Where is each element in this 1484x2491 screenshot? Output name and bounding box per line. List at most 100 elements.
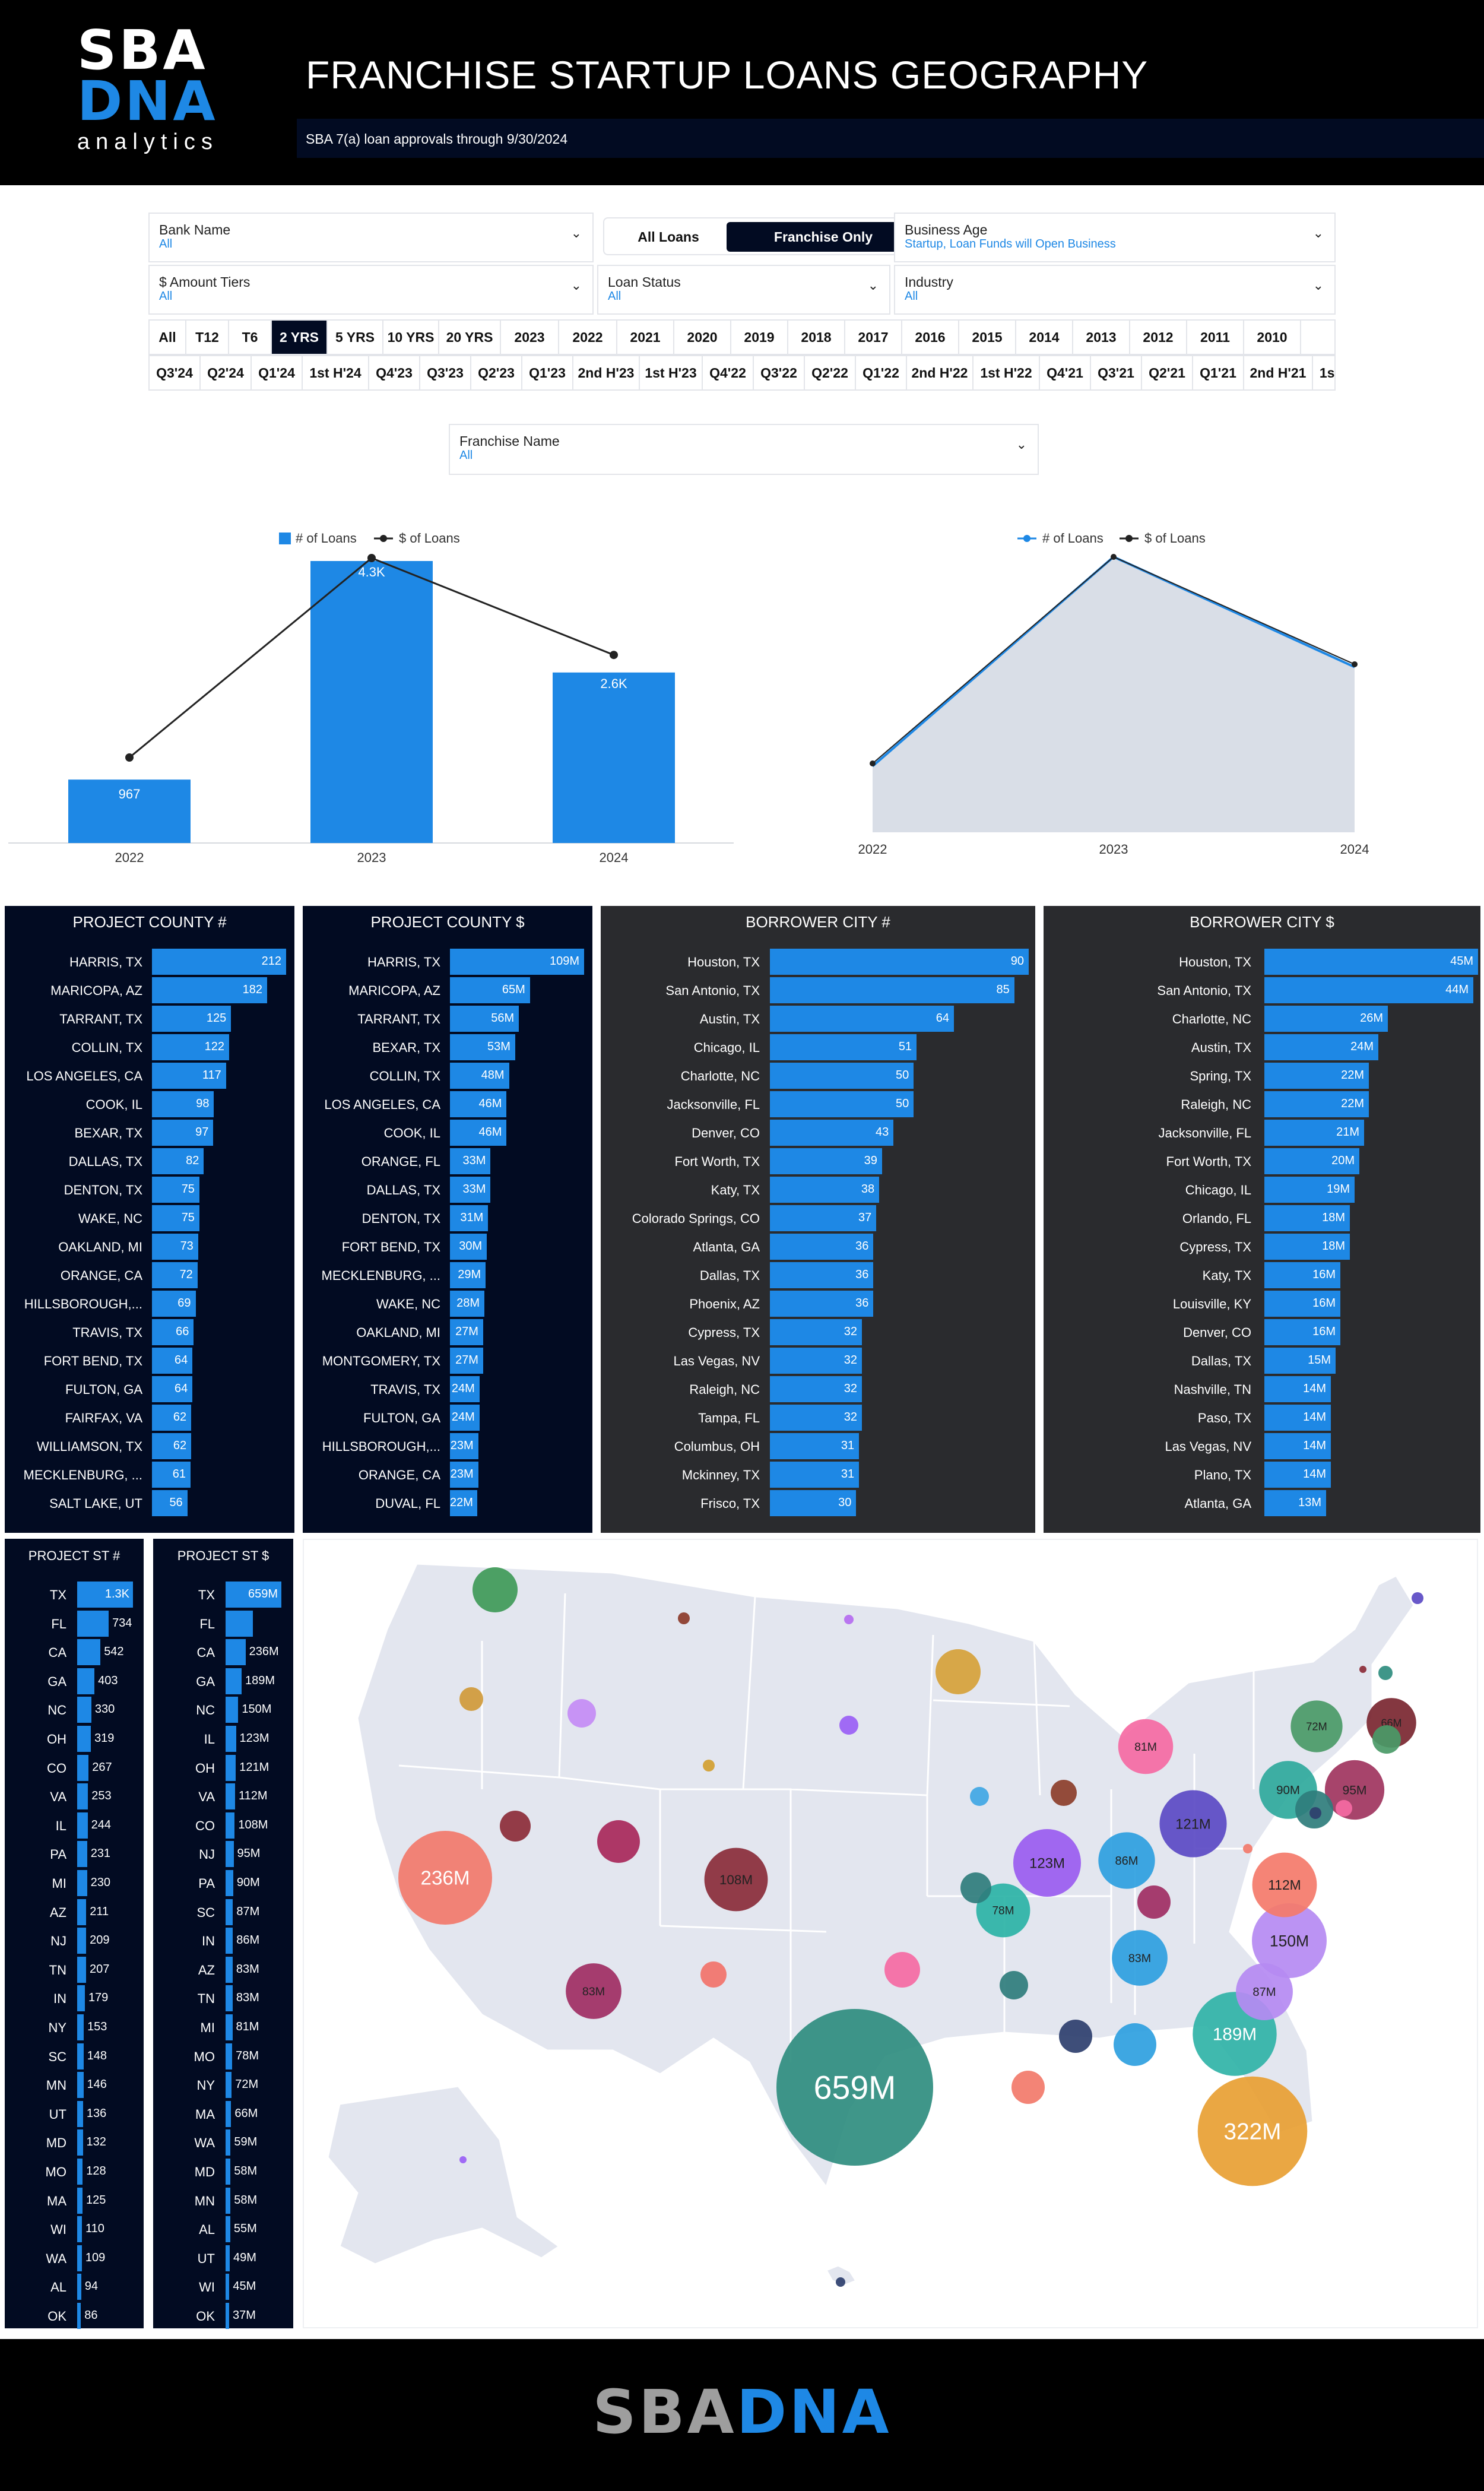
quarter-tab-q2-21[interactable]: Q2'21 xyxy=(1142,356,1193,389)
bubble-mi[interactable] xyxy=(1118,1719,1174,1774)
state-value-label: 231 xyxy=(90,1847,111,1861)
quarter-tab-1st-h-22[interactable]: 1st H'22 xyxy=(974,356,1040,389)
bubble-az[interactable] xyxy=(566,1963,621,2019)
bubble-tn[interactable] xyxy=(1112,1930,1168,1986)
quarter-tab-q2-23[interactable]: Q2'23 xyxy=(471,356,522,389)
all-loans-button[interactable]: All Loans xyxy=(638,229,699,245)
period-tab-10-yrs[interactable]: 10 YRS xyxy=(383,321,439,354)
period-tab-2020[interactable]: 2020 xyxy=(674,321,731,354)
quarter-tab-q4-23[interactable]: Q4'23 xyxy=(369,356,420,389)
bubble-tx[interactable] xyxy=(776,2009,933,2166)
quarter-tab-q3-23[interactable]: Q3'23 xyxy=(420,356,471,389)
bubble-mo[interactable] xyxy=(976,1883,1030,1938)
business-age-dropdown[interactable]: Business Age Startup, Loan Funds will Op… xyxy=(894,213,1336,262)
period-tab-t12[interactable]: T12 xyxy=(186,321,229,354)
quarter-tab-q4-22[interactable]: Q4'22 xyxy=(703,356,754,389)
quarter-tab-1st-h-24[interactable]: 1st H'24 xyxy=(303,356,369,389)
bubble-small[interactable] xyxy=(703,1760,715,1771)
quarter-tab-q1-24[interactable]: Q1'24 xyxy=(252,356,303,389)
bubble-small[interactable] xyxy=(1359,1666,1366,1673)
bubble-small[interactable] xyxy=(473,1567,518,1612)
bank-name-dropdown[interactable]: Bank Name All ⌄ xyxy=(148,213,594,262)
bubble-sc[interactable] xyxy=(1236,1963,1293,2020)
period-tab-2016[interactable]: 2016 xyxy=(902,321,959,354)
period-tab-2018[interactable]: 2018 xyxy=(788,321,845,354)
quarter-tab-q3-22[interactable]: Q3'22 xyxy=(754,356,805,389)
bubble-ca[interactable] xyxy=(398,1831,492,1925)
bubble-small[interactable] xyxy=(567,1699,596,1728)
bubble-small[interactable] xyxy=(1011,2071,1045,2104)
quarter-tab-2nd-h-23[interactable]: 2nd H'23 xyxy=(573,356,640,389)
quarter-tab-q3-21[interactable]: Q3'21 xyxy=(1091,356,1142,389)
period-tab-2022[interactable]: 2022 xyxy=(559,321,617,354)
franchise-name-dropdown[interactable]: Franchise Name All ⌄ xyxy=(449,424,1039,475)
bubble-small[interactable] xyxy=(700,1961,727,1988)
quarter-tab-q2-22[interactable]: Q2'22 xyxy=(805,356,856,389)
period-tab-2-yrs[interactable]: 2 YRS xyxy=(272,321,328,354)
period-tab-5-yrs[interactable]: 5 YRS xyxy=(328,321,383,354)
bubble-small[interactable] xyxy=(1243,1844,1252,1853)
quarter-tab-q1-21[interactable]: Q1'21 xyxy=(1193,356,1244,389)
bar-category-label: DENTON, TX xyxy=(362,1211,440,1226)
bar-mark xyxy=(770,1319,863,1345)
bubble-small[interactable] xyxy=(839,1716,858,1735)
quarter-tab-2nd-h-21[interactable]: 2nd H'21 xyxy=(1244,356,1313,389)
amount-tiers-dropdown[interactable]: $ Amount Tiers All ⌄ xyxy=(148,265,594,315)
bubble-small[interactable] xyxy=(1114,2023,1156,2066)
bubble-small[interactable] xyxy=(936,1649,981,1694)
bubble-small[interactable] xyxy=(884,1952,920,1988)
quarter-tab-q4-21[interactable]: Q4'21 xyxy=(1040,356,1091,389)
bubble-oh[interactable] xyxy=(1159,1790,1227,1858)
period-tab-2015[interactable]: 2015 xyxy=(959,321,1016,354)
bubble-small[interactable] xyxy=(459,2156,467,2163)
bubble-small[interactable] xyxy=(500,1811,531,1842)
quarter-tab-1st-h-23[interactable]: 1st H'23 xyxy=(640,356,703,389)
bubble-va[interactable] xyxy=(1252,1852,1317,1918)
bubble-il[interactable] xyxy=(1013,1828,1082,1897)
quarter-tab-1st-h[interactable]: 1st H xyxy=(1313,356,1334,389)
bubble-small[interactable] xyxy=(1378,1666,1393,1680)
period-tab-20-yrs[interactable]: 20 YRS xyxy=(439,321,501,354)
period-tab-2014[interactable]: 2014 xyxy=(1016,321,1073,354)
loan-status-dropdown[interactable]: Loan Status All ⌄ xyxy=(597,265,890,315)
bubble-nc[interactable] xyxy=(1252,1903,1327,1978)
bubble-small[interactable] xyxy=(1137,1885,1171,1919)
period-tab-2011[interactable]: 2011 xyxy=(1187,321,1244,354)
quarter-tab-q3-24[interactable]: Q3'24 xyxy=(150,356,201,389)
franchise-only-button[interactable]: Franchise Only xyxy=(727,222,920,252)
bubble-co[interactable] xyxy=(704,1847,768,1912)
quarter-tab-q1-22[interactable]: Q1'22 xyxy=(856,356,907,389)
bubble-small[interactable] xyxy=(1372,1725,1401,1754)
bubble-small[interactable] xyxy=(1000,1971,1028,1999)
bubble-small[interactable] xyxy=(1051,1780,1077,1806)
period-tab-2010[interactable]: 2010 xyxy=(1244,321,1301,354)
bubble-small[interactable] xyxy=(678,1612,690,1624)
bubble-ny[interactable] xyxy=(1290,1700,1343,1752)
industry-dropdown[interactable]: Industry All ⌄ xyxy=(894,265,1336,315)
period-tab-all[interactable]: All xyxy=(150,321,186,354)
period-tab-2012[interactable]: 2012 xyxy=(1130,321,1187,354)
period-tab-2019[interactable]: 2019 xyxy=(731,321,788,354)
period-tab-t6[interactable]: T6 xyxy=(229,321,272,354)
bubble-small[interactable] xyxy=(1412,1592,1423,1604)
quarter-tab-q2-24[interactable]: Q2'24 xyxy=(201,356,252,389)
period-tab-2017[interactable]: 2017 xyxy=(845,321,902,354)
period-tab-2013[interactable]: 2013 xyxy=(1073,321,1130,354)
bar-value-label: 212 xyxy=(261,955,281,968)
quarter-tab-q1-23[interactable]: Q1'23 xyxy=(522,356,573,389)
bubble-small[interactable] xyxy=(1059,2020,1092,2053)
bubble-small[interactable] xyxy=(970,1787,989,1806)
bubble-small[interactable] xyxy=(960,1872,991,1903)
bubble-small[interactable] xyxy=(459,1687,483,1711)
bubble-small[interactable] xyxy=(836,2277,845,2287)
bar-mark xyxy=(450,1034,515,1060)
bubble-fl[interactable] xyxy=(1197,2076,1308,2186)
bubble-small[interactable] xyxy=(597,1820,640,1863)
period-tab-2021[interactable]: 2021 xyxy=(617,321,674,354)
bubble-small[interactable] xyxy=(1309,1807,1321,1819)
quarter-tab-2nd-h-22[interactable]: 2nd H'22 xyxy=(907,356,974,389)
bubble-small[interactable] xyxy=(1336,1800,1352,1817)
period-tab-2023[interactable]: 2023 xyxy=(501,321,559,354)
bubble-in[interactable] xyxy=(1098,1832,1155,1889)
bubble-small[interactable] xyxy=(844,1615,854,1624)
